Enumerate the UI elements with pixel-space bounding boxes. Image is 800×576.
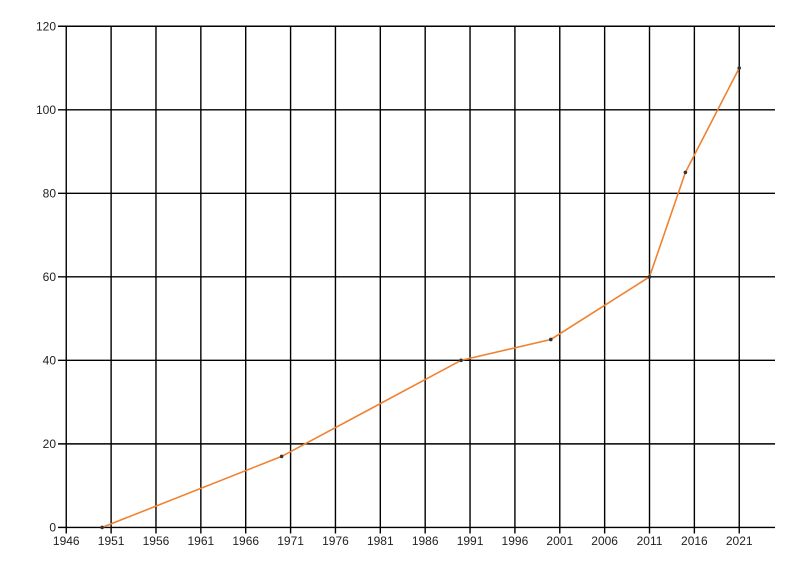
svg-text:1976: 1976 xyxy=(322,534,349,548)
svg-text:1951: 1951 xyxy=(98,534,125,548)
svg-text:1946: 1946 xyxy=(53,534,80,548)
svg-text:120: 120 xyxy=(36,19,56,33)
svg-text:80: 80 xyxy=(43,186,57,200)
svg-text:0: 0 xyxy=(49,520,56,534)
svg-text:2021: 2021 xyxy=(726,534,753,548)
svg-text:1956: 1956 xyxy=(143,534,170,548)
svg-text:1996: 1996 xyxy=(502,534,529,548)
svg-text:2011: 2011 xyxy=(637,534,663,548)
svg-text:1991: 1991 xyxy=(457,534,484,548)
svg-text:2001: 2001 xyxy=(546,534,573,548)
svg-text:1961: 1961 xyxy=(187,534,214,548)
svg-text:40: 40 xyxy=(43,353,57,367)
svg-text:20: 20 xyxy=(43,437,57,451)
svg-text:1966: 1966 xyxy=(232,534,259,548)
svg-text:60: 60 xyxy=(43,270,57,284)
svg-text:1986: 1986 xyxy=(412,534,439,548)
svg-text:2016: 2016 xyxy=(681,534,708,548)
svg-text:1971: 1971 xyxy=(277,534,304,548)
svg-text:1981: 1981 xyxy=(367,534,394,548)
svg-text:2006: 2006 xyxy=(591,534,618,548)
svg-text:100: 100 xyxy=(36,103,56,117)
